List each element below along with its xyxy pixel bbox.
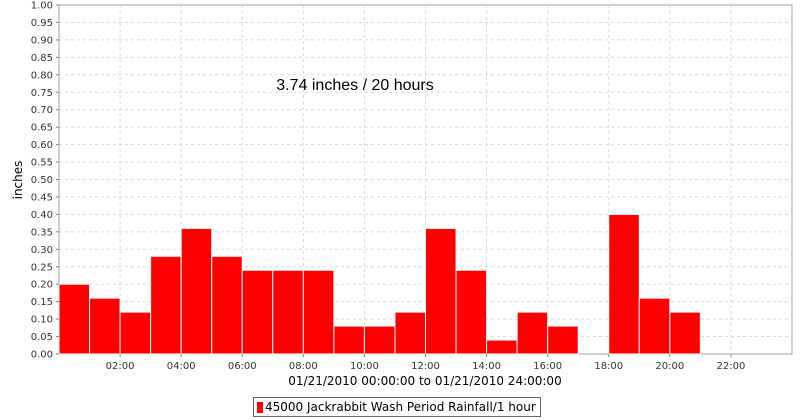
legend-label: 45000 Jackrabbit Wash Period Rainfall/1 … (265, 400, 536, 414)
rainfall-bar (241, 269, 274, 355)
x-tick-label: 02:00 (106, 361, 135, 372)
rainfall-bar (180, 227, 213, 355)
x-tick-label: 20:00 (655, 361, 684, 372)
y-axis-ticks: 0.00 0.05 0.10 0.15 0.20 0.25 0.30 0.35 0.40 0.45… (31, 1, 59, 361)
rainfall-bar (363, 325, 396, 355)
x-tick-label: 14:00 (472, 361, 501, 372)
rainfall-bar (150, 255, 182, 355)
rainfall-bar (608, 213, 640, 355)
rainfall-bar (333, 325, 365, 355)
rainfall-bar (425, 227, 457, 355)
y-tick-label: 0.75 (31, 88, 53, 99)
y-tick-label: 0.50 (31, 175, 53, 186)
y-tick-label: 1.00 (31, 1, 53, 12)
y-tick-label: 0.00 (31, 350, 53, 361)
rainfall-bar (89, 297, 121, 355)
y-tick-label: 0.55 (31, 158, 53, 169)
y-tick-label: 0.35 (31, 227, 53, 238)
x-tick-label: 04:00 (167, 361, 196, 372)
rainfall-bar (58, 283, 91, 355)
rainfall-bar (669, 311, 701, 355)
y-tick-label: 0.60 (31, 140, 53, 151)
x-tick-label: 12:00 (411, 361, 440, 372)
x-tick-label: 18:00 (594, 361, 623, 372)
y-tick-label: 0.85 (31, 53, 53, 64)
y-tick-label: 0.30 (31, 245, 53, 256)
rainfall-bar (272, 269, 304, 355)
y-axis-label: inches (11, 161, 25, 200)
rainfall-bar (638, 297, 671, 355)
rainfall-bar (119, 311, 152, 355)
y-tick-label: 0.70 (31, 105, 53, 116)
x-tick-label: 08:00 (289, 361, 318, 372)
y-tick-label: 0.05 (31, 332, 53, 343)
x-tick-label: 10:00 (350, 361, 379, 372)
y-tick-label: 0.65 (31, 123, 53, 134)
rainfall-bar (516, 311, 549, 355)
legend-swatch (257, 401, 263, 413)
y-tick-label: 0.80 (31, 70, 53, 81)
y-tick-label: 0.45 (31, 192, 53, 203)
y-tick-label: 0.15 (31, 297, 53, 308)
chart-annotation: 3.74 inches / 20 hours (276, 77, 433, 94)
rainfall-bar (394, 311, 427, 355)
rainfall-bar (486, 339, 518, 355)
bar-series (58, 213, 701, 355)
x-axis-label: 01/21/2010 00:00:00 to 01/21/2010 24:00:… (288, 374, 561, 388)
y-tick-label: 0.10 (31, 315, 53, 326)
x-tick-label: 16:00 (533, 361, 562, 372)
y-tick-label: 0.95 (31, 18, 53, 29)
y-tick-label: 0.90 (31, 35, 53, 46)
y-tick-label: 0.20 (31, 280, 53, 291)
legend: 45000 Jackrabbit Wash Period Rainfall/1 … (253, 397, 541, 417)
rainfall-bar (455, 269, 488, 355)
rainfall-bar (302, 269, 335, 355)
y-tick-label: 0.25 (31, 262, 53, 273)
x-axis-ticks: 02:00 04:00 06:00 08:00 10:00 12:00 14:00 16:00… (106, 354, 746, 372)
rainfall-bar (547, 325, 579, 355)
y-tick-label: 0.40 (31, 210, 53, 221)
x-tick-label: 06:00 (228, 361, 257, 372)
x-tick-label: 22:00 (717, 361, 746, 372)
rainfall-bar (211, 255, 243, 355)
